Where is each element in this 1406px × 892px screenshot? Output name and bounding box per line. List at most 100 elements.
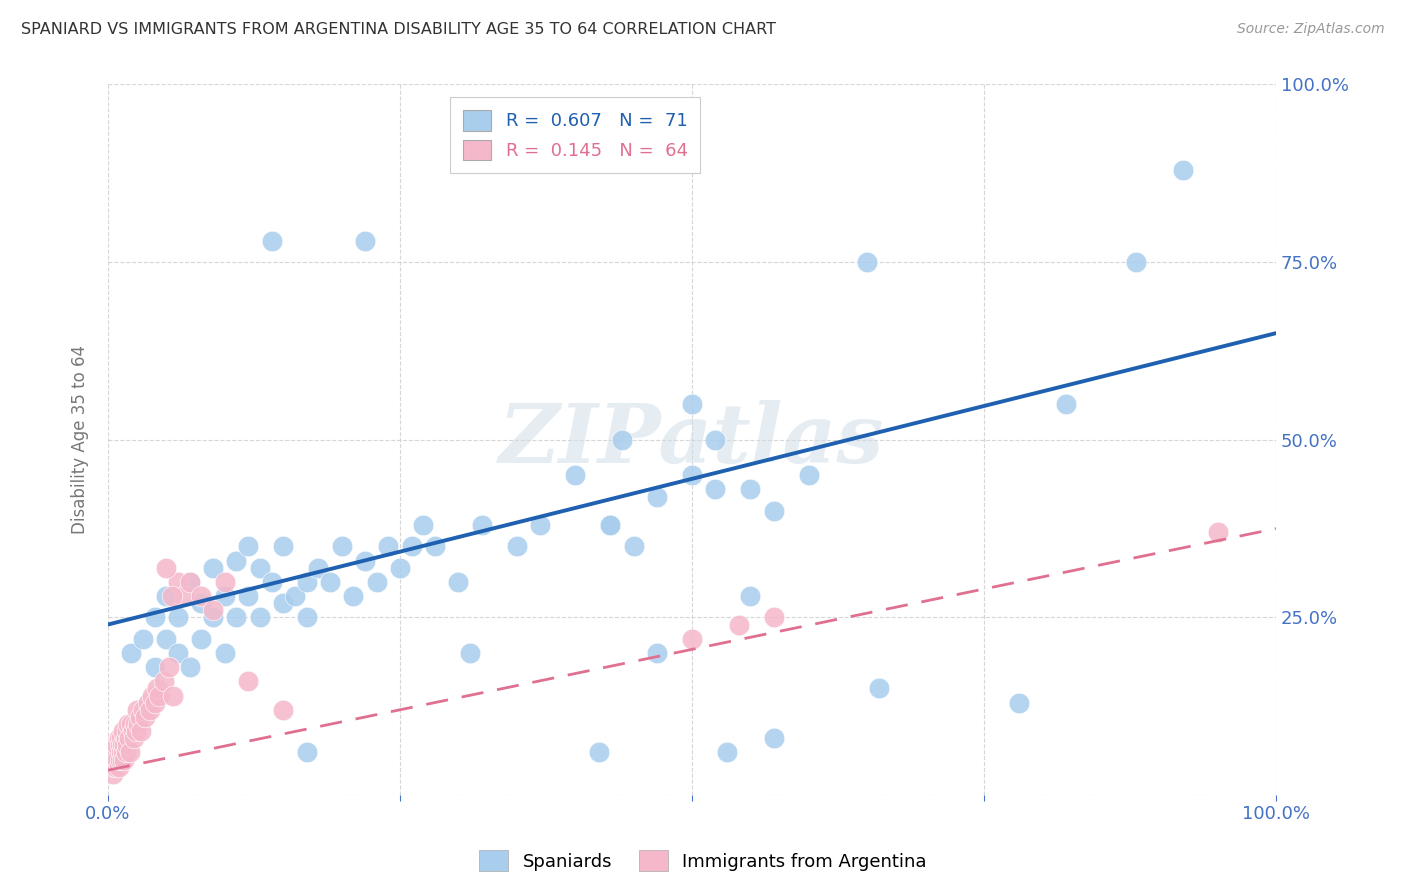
Point [401, 539, 423, 553]
Point [105, 752, 128, 766]
Point [762, 731, 785, 746]
Point [377, 539, 399, 553]
Point [100, 752, 122, 766]
Text: SPANIARD VS IMMIGRANTS FROM ARGENTINA DISABILITY AGE 35 TO 64 CORRELATION CHART: SPANIARD VS IMMIGRANTS FROM ARGENTINA DI… [21, 22, 776, 37]
Point [105, 746, 128, 760]
Point [153, 674, 176, 689]
Point [1125, 255, 1147, 269]
Point [284, 589, 307, 603]
Point [412, 518, 434, 533]
Point [727, 617, 749, 632]
Point [797, 468, 820, 483]
Point [112, 739, 135, 753]
Point [366, 574, 388, 589]
Point [704, 483, 727, 497]
Point [458, 646, 481, 660]
Point [1171, 162, 1194, 177]
Point [295, 610, 318, 624]
Point [105, 759, 128, 773]
Point [107, 759, 129, 773]
Point [529, 518, 551, 533]
Point [155, 589, 177, 603]
Point [157, 660, 180, 674]
Point [143, 660, 166, 674]
Text: Source: ZipAtlas.com: Source: ZipAtlas.com [1237, 22, 1385, 37]
Point [128, 710, 150, 724]
Point [160, 589, 183, 603]
Point [271, 703, 294, 717]
Point [112, 724, 135, 739]
Point [471, 518, 494, 533]
Point [179, 574, 201, 589]
Point [236, 539, 259, 553]
Point [506, 539, 529, 553]
Point [111, 752, 134, 766]
Point [740, 483, 762, 497]
Point [114, 746, 136, 760]
Point [645, 646, 668, 660]
Text: ZIPatlas: ZIPatlas [499, 400, 884, 480]
Y-axis label: Disability Age 35 to 64: Disability Age 35 to 64 [72, 345, 89, 534]
Point [118, 731, 141, 746]
Point [111, 739, 134, 753]
Point [319, 574, 342, 589]
Point [354, 553, 377, 567]
Point [330, 539, 353, 553]
Point [260, 574, 283, 589]
Point [110, 731, 132, 746]
Point [132, 703, 155, 717]
Point [214, 574, 236, 589]
Point [214, 589, 236, 603]
Point [202, 560, 225, 574]
Point [225, 553, 247, 567]
Point [155, 632, 177, 646]
Point [125, 724, 148, 739]
Point [120, 646, 142, 660]
Point [143, 696, 166, 710]
Point [1008, 696, 1031, 710]
Point [681, 632, 703, 646]
Point [139, 703, 162, 717]
Point [599, 518, 621, 533]
Point [271, 539, 294, 553]
Point [155, 560, 177, 574]
Point [249, 560, 271, 574]
Point [103, 746, 125, 760]
Point [868, 681, 890, 696]
Point [120, 717, 142, 731]
Point [122, 731, 145, 746]
Point [98, 759, 121, 773]
Point [342, 589, 364, 603]
Point [856, 255, 879, 269]
Point [236, 589, 259, 603]
Point [114, 731, 136, 746]
Point [588, 746, 610, 760]
Point [148, 689, 170, 703]
Point [127, 717, 149, 731]
Point [1054, 397, 1077, 411]
Point [1206, 525, 1229, 540]
Point [108, 752, 131, 766]
Point [681, 468, 703, 483]
Point [190, 589, 212, 603]
Point [225, 610, 247, 624]
Point [121, 724, 143, 739]
Point [307, 560, 329, 574]
Point [260, 234, 283, 248]
Point [295, 574, 318, 589]
Point [762, 504, 785, 518]
Point [423, 539, 446, 553]
Point [610, 433, 633, 447]
Point [447, 574, 470, 589]
Point [129, 724, 152, 739]
Point [716, 746, 738, 760]
Point [143, 610, 166, 624]
Point [108, 739, 131, 753]
Point [202, 603, 225, 617]
Legend: Spaniards, Immigrants from Argentina: Spaniards, Immigrants from Argentina [472, 843, 934, 879]
Point [681, 397, 703, 411]
Point [132, 632, 155, 646]
Point [167, 574, 190, 589]
Point [134, 710, 156, 724]
Point [104, 752, 127, 766]
